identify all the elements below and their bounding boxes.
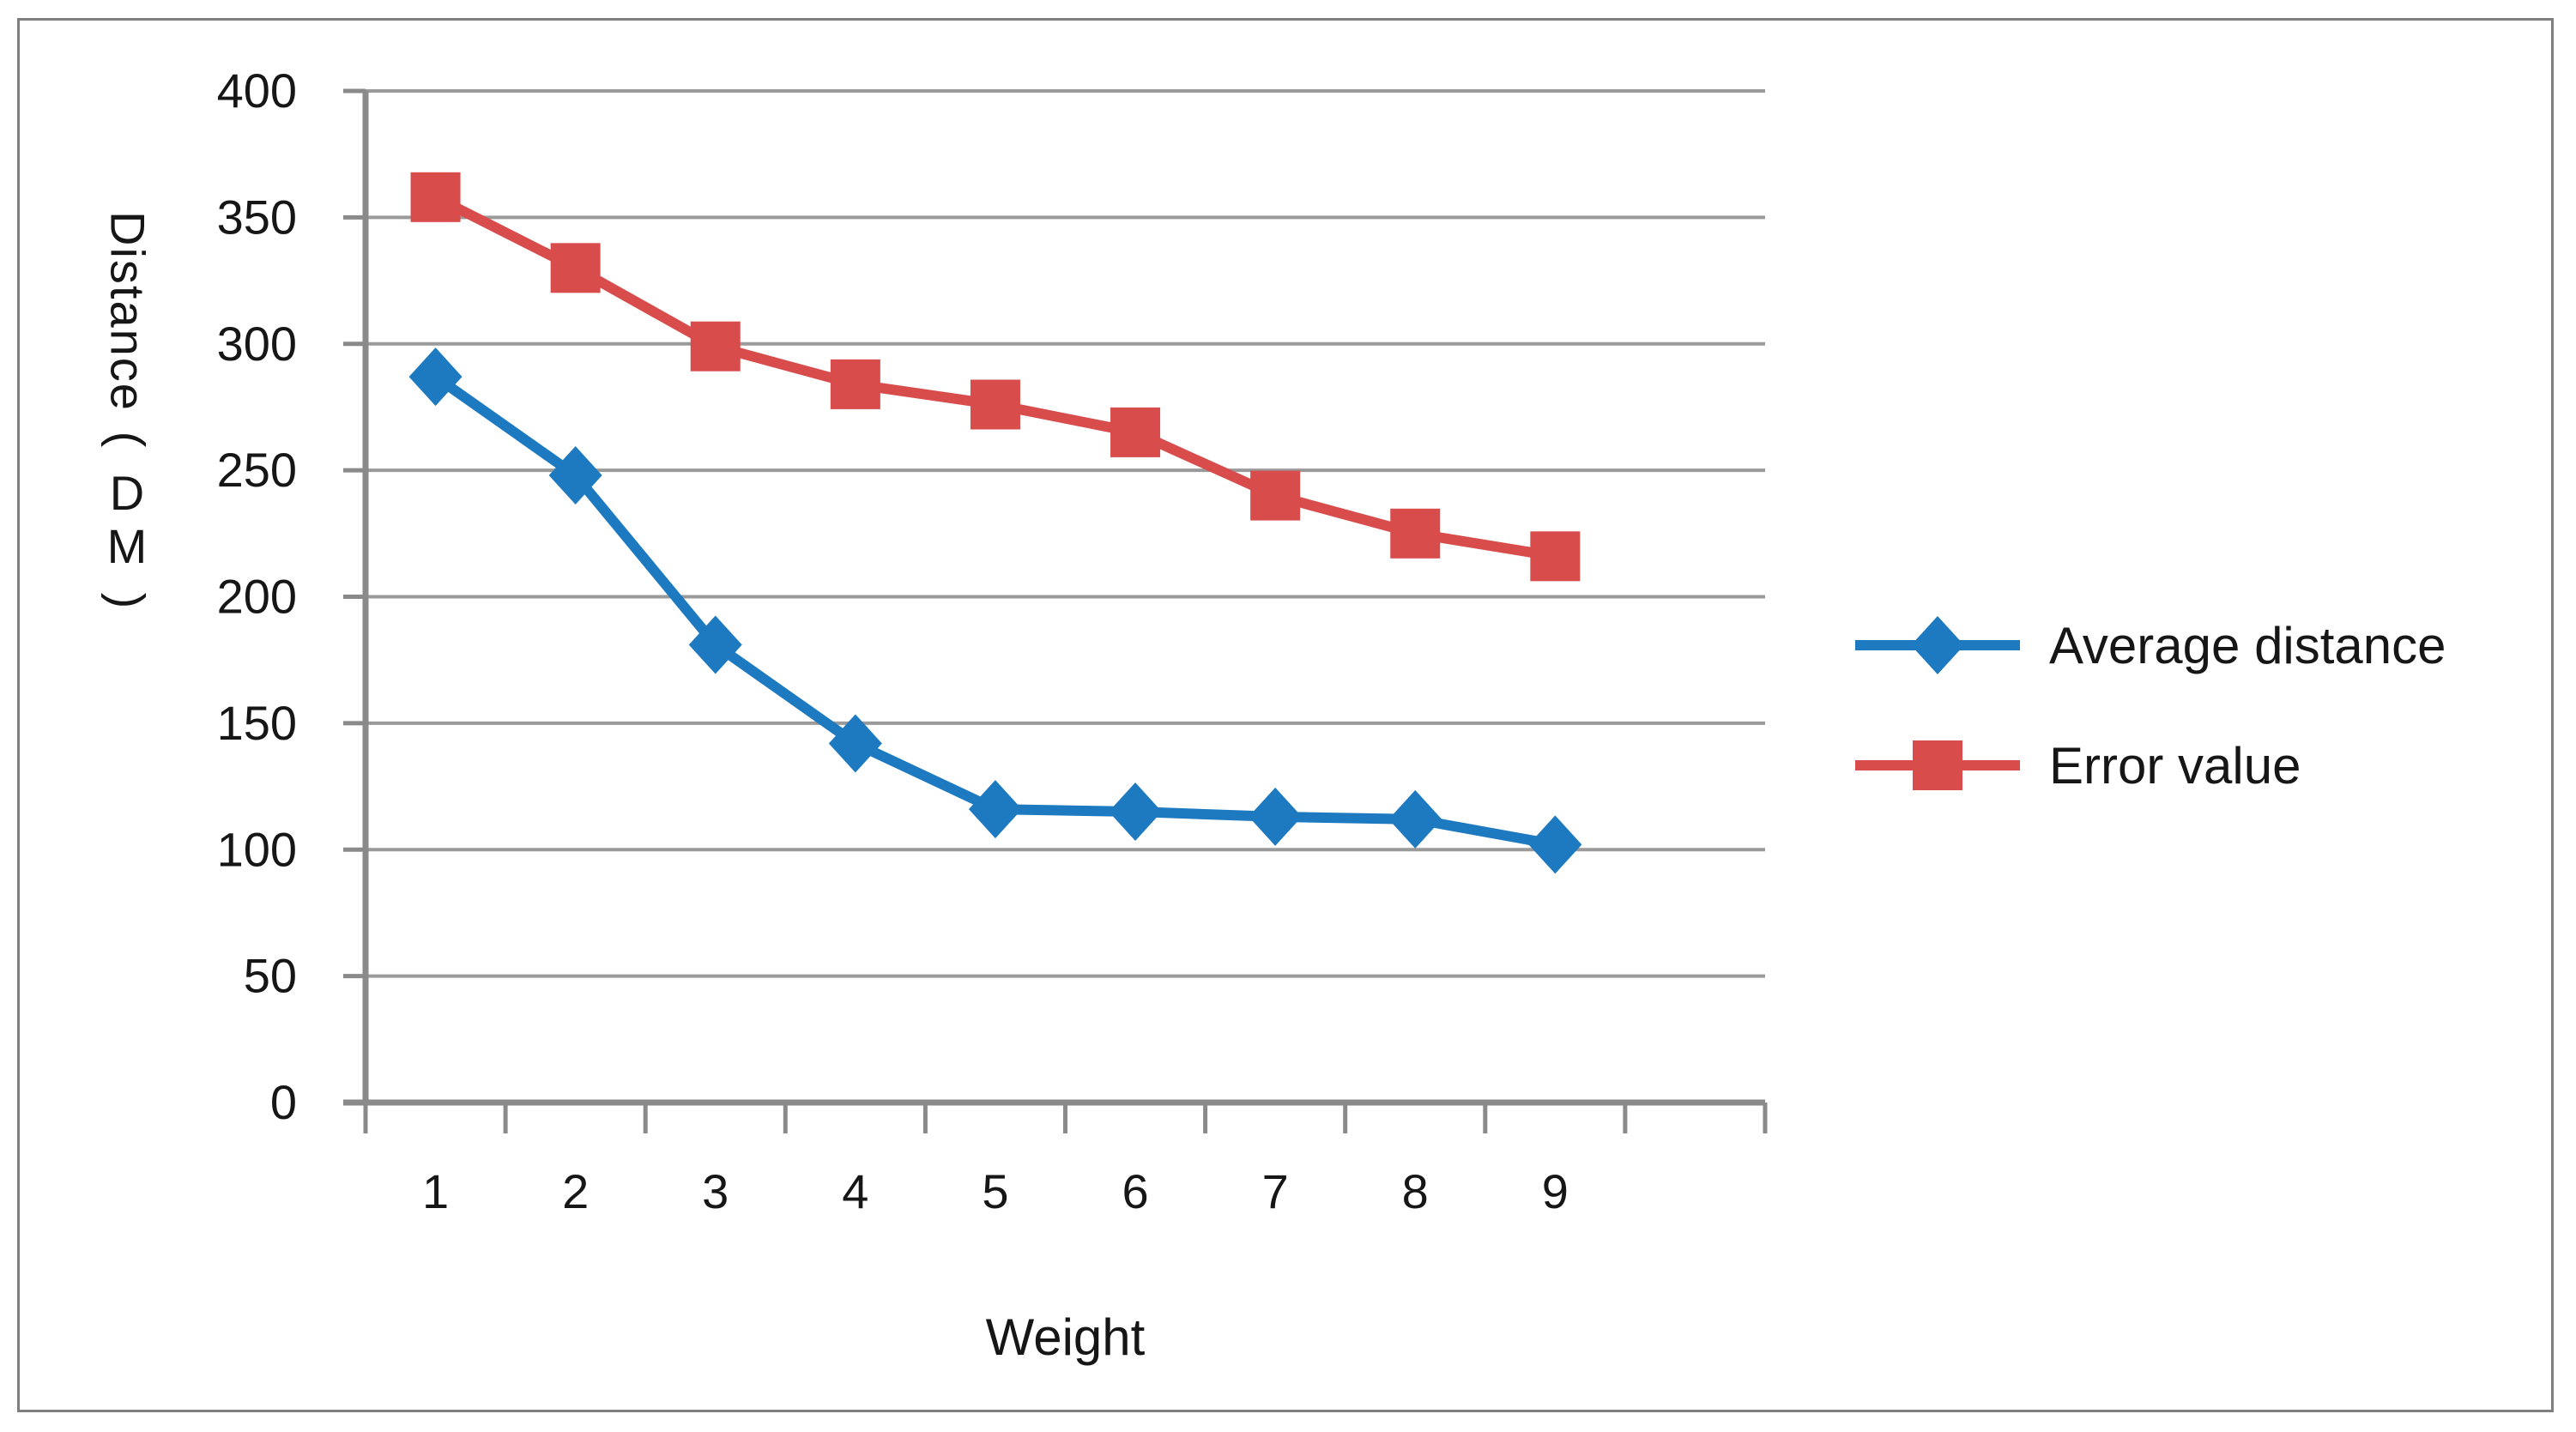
y-axis-title: Distance ( D M ) bbox=[76, 211, 178, 628]
y-tick-label: 250 bbox=[217, 443, 297, 497]
legend-item-average-distance: Average distance bbox=[1852, 613, 2446, 678]
y-axis-title-close-paren: ) bbox=[100, 592, 154, 609]
marker-square bbox=[1530, 531, 1581, 582]
series-error-value bbox=[410, 172, 1581, 582]
legend-marker-diamond bbox=[1855, 616, 2020, 674]
x-tick-label: 3 bbox=[702, 1164, 729, 1218]
y-tick-label: 0 bbox=[270, 1075, 297, 1129]
marker-square bbox=[1250, 470, 1301, 521]
y-axis-title-word: Distance bbox=[100, 211, 155, 412]
legend-item-error-value: Error value bbox=[1852, 733, 2446, 798]
legend-label: Average distance bbox=[2049, 616, 2446, 674]
marker-square bbox=[1390, 508, 1441, 559]
legend: Average distance Error value bbox=[1852, 613, 2446, 798]
y-axis-title-open-paren: ( bbox=[100, 431, 154, 448]
y-tick-label: 300 bbox=[217, 317, 297, 371]
y-tick-label: 200 bbox=[217, 570, 297, 624]
marker-square bbox=[1110, 407, 1161, 457]
legend-marker-square bbox=[1855, 740, 2020, 790]
marker-diamond bbox=[688, 615, 742, 674]
marker-square bbox=[970, 379, 1020, 430]
x-tick-label: 9 bbox=[1542, 1164, 1569, 1218]
marker-square bbox=[830, 359, 880, 409]
x-tick-label: 7 bbox=[1262, 1164, 1289, 1218]
marker-diamond bbox=[1528, 815, 1582, 874]
x-tick-label: 4 bbox=[842, 1164, 868, 1218]
y-axis-title-unit-letter: D bbox=[109, 465, 145, 520]
y-tick-label: 150 bbox=[217, 696, 297, 750]
x-tick-label: 6 bbox=[1122, 1164, 1148, 1218]
legend-label: Error value bbox=[2049, 736, 2301, 795]
marker-square bbox=[410, 172, 461, 222]
marker-square bbox=[550, 243, 601, 293]
series-line-average-distance bbox=[432, 372, 1557, 850]
marker-diamond bbox=[1249, 787, 1303, 846]
y-tick-label: 50 bbox=[244, 949, 297, 1003]
marker-diamond bbox=[1388, 789, 1442, 849]
marker-diamond bbox=[968, 780, 1022, 839]
y-tick-label: 350 bbox=[217, 190, 297, 244]
y-tick-label: 400 bbox=[217, 63, 297, 118]
series-average-distance bbox=[408, 347, 1582, 874]
marker-diamond bbox=[548, 446, 602, 505]
x-tick-label: 5 bbox=[982, 1164, 1008, 1218]
y-axis-title-unit-letter: M bbox=[106, 518, 148, 573]
x-axis-title: Weight bbox=[985, 1308, 1146, 1366]
marker-diamond bbox=[1109, 782, 1163, 842]
x-tick-label: 1 bbox=[422, 1164, 449, 1218]
marker-diamond bbox=[408, 347, 463, 407]
y-tick-label: 100 bbox=[217, 822, 297, 876]
x-tick-label: 8 bbox=[1402, 1164, 1429, 1218]
marker-diamond bbox=[828, 714, 882, 773]
x-tick-label: 2 bbox=[562, 1164, 589, 1218]
marker-square bbox=[690, 321, 741, 372]
figure-border bbox=[17, 18, 2554, 1412]
